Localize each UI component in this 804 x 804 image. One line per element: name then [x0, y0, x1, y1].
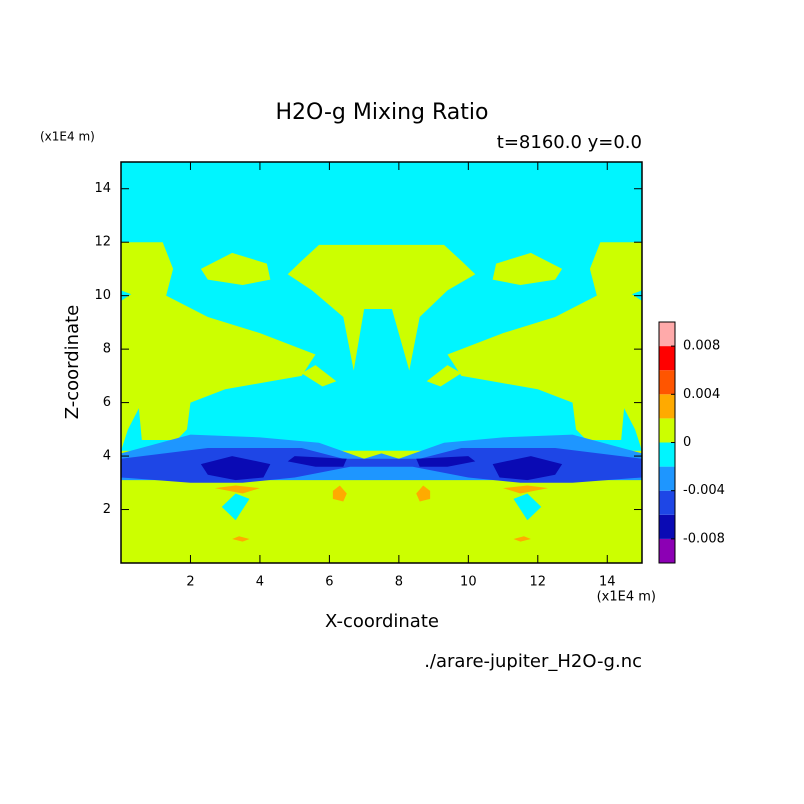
footer: ./arare-jupiter_H2O-g.nc: [424, 651, 642, 672]
contour-region: [492, 252, 563, 285]
colorbar-bin: [659, 370, 675, 395]
contour-region: [416, 456, 476, 467]
x-tick-label: 4: [256, 575, 264, 590]
colorbar-bin: [659, 322, 675, 347]
contour-region: [492, 456, 563, 481]
contour-region: [121, 242, 316, 441]
x-tick-label: 12: [530, 575, 547, 590]
x-tick-label: 2: [186, 575, 194, 590]
colorbar-bin: [659, 394, 675, 419]
colorbar-bin: [659, 514, 675, 539]
y-tick-label: 14: [94, 181, 111, 196]
contour-region: [214, 485, 260, 494]
colorbar-tick-label: 0: [683, 435, 691, 450]
y-tick-label: 8: [103, 342, 111, 357]
contour-region: [221, 493, 250, 521]
contour-field: [121, 162, 642, 563]
contour-region: [200, 252, 271, 285]
colorbar-bin: [659, 490, 675, 515]
contour-region: [426, 365, 462, 387]
x-unit: (x1E4 m): [597, 590, 656, 605]
x-tick-label: 6: [325, 575, 333, 590]
colorbar-tick-label: 0.004: [683, 387, 720, 402]
colorbar-tick-label: 0.008: [683, 339, 720, 354]
chart-title: H2O-g Mixing Ratio: [276, 100, 489, 125]
contour-region: [503, 485, 549, 494]
x-tick-label: 8: [395, 575, 403, 590]
contour-region: [513, 493, 542, 521]
y-tick-label: 12: [94, 235, 111, 250]
colorbar-tick-label: -0.008: [683, 531, 725, 546]
y-tick-label: 10: [94, 288, 111, 303]
y-axis-label: Z-coordinate: [62, 305, 83, 420]
colorbar-bin: [659, 346, 675, 371]
contour-region: [416, 485, 431, 502]
contour-region: [121, 239, 642, 451]
colorbar-bin: [659, 538, 675, 563]
plot-frame: [120, 161, 643, 564]
colorbar-bin: [659, 442, 675, 467]
y-tick-label: 4: [103, 449, 111, 464]
y-tick-label: 2: [103, 502, 111, 517]
contour-region: [513, 536, 531, 542]
contour-region: [121, 162, 642, 243]
colorbar-bin: [659, 418, 675, 443]
chart-subtitle: t=8160.0 y=0.0: [497, 132, 642, 153]
contour-region: [301, 365, 337, 387]
contour-region: [287, 456, 347, 467]
y-tick-label: 6: [103, 395, 111, 410]
x-tick-label: 10: [460, 575, 477, 590]
colorbar-tick-label: -0.004: [683, 483, 725, 498]
contour-region: [232, 536, 250, 542]
contour-region: [200, 456, 271, 481]
y-unit: (x1E4 m): [40, 130, 95, 144]
contour-region: [287, 244, 476, 371]
contour-region: [332, 485, 347, 502]
x-axis-label: X-coordinate: [325, 611, 439, 632]
x-tick-label: 14: [599, 575, 616, 590]
colorbar-bin: [659, 466, 675, 491]
contour-region: [447, 242, 642, 441]
